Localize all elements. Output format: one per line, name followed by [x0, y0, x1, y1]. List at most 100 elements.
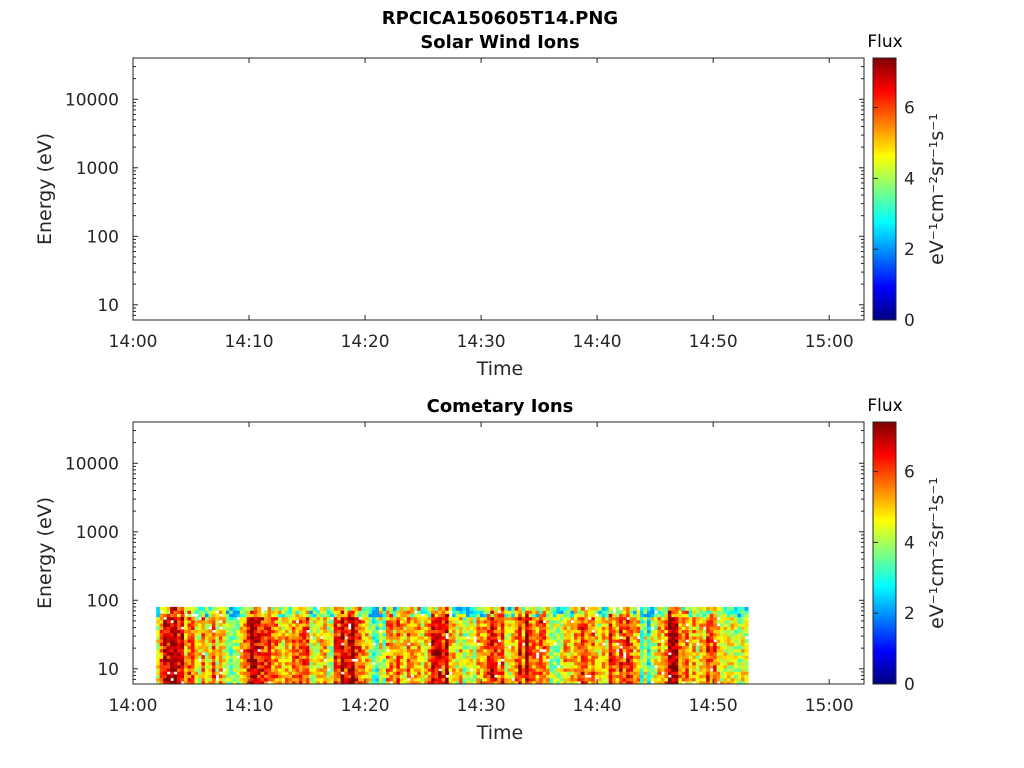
heat-cell	[560, 664, 565, 669]
heat-cell	[653, 658, 659, 663]
heat-cell	[201, 632, 206, 637]
heat-cell	[319, 632, 324, 637]
heat-cell	[556, 655, 561, 659]
x-tick-label: 14:50	[689, 332, 738, 352]
heat-cell	[438, 664, 443, 669]
heat-cell	[716, 667, 721, 672]
heat-cell	[236, 639, 241, 643]
heat-cell	[361, 677, 366, 682]
heat-cell	[410, 664, 415, 669]
heat-cell	[445, 648, 450, 653]
heat-cell	[573, 622, 578, 627]
heat-cell	[243, 613, 248, 618]
heat-cell	[472, 664, 478, 669]
heat-cell	[191, 635, 196, 640]
heat-cell	[211, 661, 216, 666]
heat-cell	[225, 642, 230, 647]
heat-cell	[730, 606, 735, 611]
heat-cell	[399, 648, 404, 653]
heat-cell	[337, 674, 342, 679]
heat-cell	[713, 629, 718, 634]
heat-cell	[528, 619, 533, 624]
heat-cell	[274, 626, 279, 630]
heat-cell	[549, 613, 554, 618]
heat-cell	[427, 671, 432, 675]
heat-cell	[511, 622, 516, 627]
heat-cell	[591, 648, 596, 653]
heat-cell	[396, 613, 401, 618]
heat-cell	[490, 610, 495, 614]
heat-cell	[351, 671, 356, 675]
heat-cell	[389, 651, 394, 656]
x-tick-label: 14:00	[109, 332, 158, 352]
heat-cell	[180, 651, 185, 656]
heat-cell	[483, 619, 488, 624]
heat-cell	[553, 667, 558, 672]
heat-cell	[222, 655, 227, 659]
heat-cell	[285, 622, 290, 627]
heat-cell	[633, 613, 638, 618]
heat-cell	[312, 671, 317, 675]
heat-cell	[319, 680, 324, 684]
heat-cell	[229, 674, 234, 679]
heat-cell	[741, 658, 746, 663]
heat-cell	[629, 671, 634, 675]
heat-cell	[744, 613, 749, 618]
heat-cell	[163, 632, 168, 637]
heat-cell	[351, 674, 356, 679]
heat-cell	[291, 632, 297, 637]
heat-cell	[232, 667, 237, 672]
heat-cell	[462, 655, 467, 659]
x-tick-label: 15:00	[805, 332, 854, 352]
heat-cell	[535, 639, 540, 643]
heat-cell	[744, 616, 749, 621]
heat-cell	[177, 674, 182, 679]
heat-cell	[723, 674, 728, 679]
heat-cell	[215, 655, 220, 659]
heat-cell	[288, 680, 293, 684]
heat-cell	[657, 622, 662, 627]
heat-cell	[274, 648, 279, 653]
heat-cell	[417, 664, 422, 669]
heat-cell	[399, 651, 404, 656]
heat-cell	[511, 639, 516, 643]
heat-cell	[420, 629, 425, 634]
heat-cell	[553, 622, 558, 627]
heat-cell	[302, 667, 307, 672]
heat-cell	[734, 661, 739, 666]
heat-cell	[264, 619, 269, 624]
heat-cell	[504, 674, 509, 679]
heat-cell	[441, 632, 446, 637]
heat-cell	[267, 613, 272, 618]
heat-cell	[267, 671, 272, 675]
heat-cell	[716, 648, 721, 653]
heat-cell	[257, 626, 262, 630]
heat-cell	[246, 671, 251, 675]
heat-cell	[459, 664, 464, 669]
heat-cell	[257, 610, 262, 614]
heat-cell	[546, 635, 551, 640]
heat-cell	[375, 661, 380, 666]
heat-cell	[521, 645, 526, 650]
heat-cell	[598, 661, 603, 666]
heat-cell	[295, 661, 300, 666]
heat-cell	[445, 677, 450, 682]
heat-cell	[716, 642, 721, 647]
heat-cell	[650, 655, 655, 659]
heat-cell	[469, 619, 474, 624]
heat-cell	[166, 639, 171, 643]
heat-cell	[528, 606, 533, 611]
heat-cell	[695, 645, 700, 650]
heat-cell	[385, 606, 391, 611]
heat-cell	[403, 622, 408, 627]
heat-cell	[159, 632, 164, 637]
heat-cell	[681, 658, 686, 663]
heat-cell	[664, 667, 669, 672]
y-tick-label: 1000	[76, 159, 119, 179]
heat-cell	[208, 619, 213, 624]
heat-cell	[681, 616, 686, 621]
heat-cell	[713, 635, 718, 640]
heat-cell	[507, 658, 512, 663]
heat-cell	[406, 632, 411, 637]
heat-cell	[361, 635, 366, 640]
